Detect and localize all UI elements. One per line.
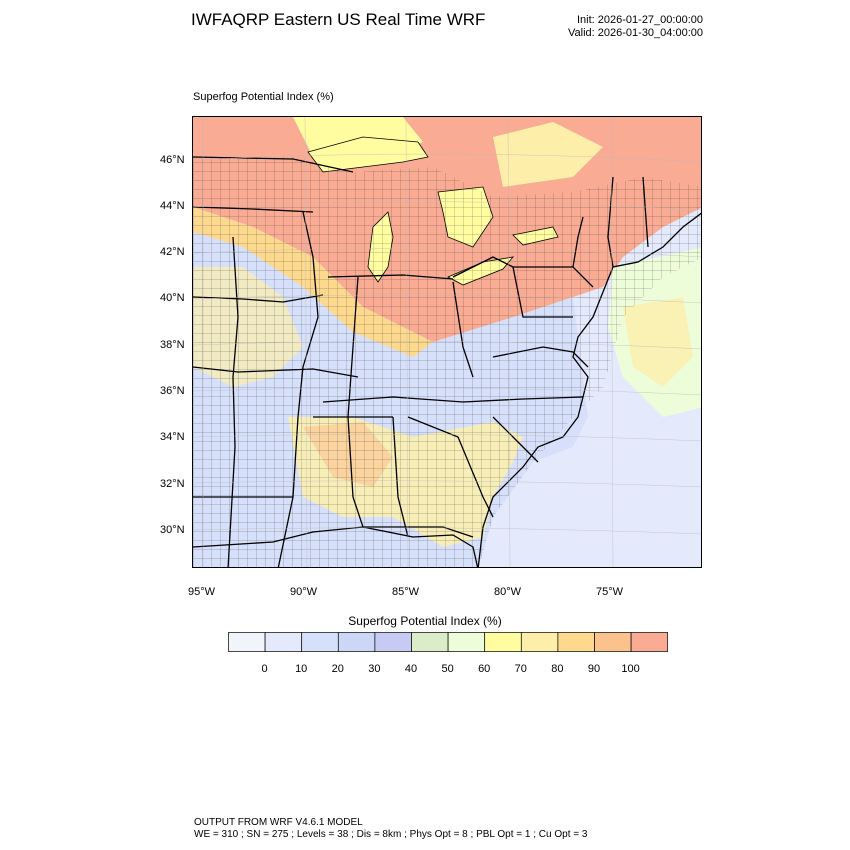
state-boundaries [193, 156, 649, 567]
colorbar-box [557, 632, 595, 652]
lat-label-40n: 40°N [160, 292, 185, 304]
colorbar-label: 90 [587, 663, 601, 675]
colorbar-label: 40 [404, 663, 418, 675]
lon-label-90w: 90°W [290, 586, 318, 598]
colorbar-title: Superfog Potential Index (%) [348, 614, 502, 628]
lon-label-95w: 95°W [188, 586, 216, 598]
map-canvas [193, 117, 701, 567]
lon-label-80w: 80°W [494, 586, 522, 598]
valid-time: Valid: 2026-01-30_04:00:00 [568, 27, 703, 39]
footer-model-params: WE = 310 ; SN = 275 ; Levels = 38 ; Dis … [194, 829, 588, 840]
colorbar-label: 20 [331, 663, 344, 675]
colorbar-box [484, 632, 522, 652]
colorbar-label: 0 [261, 663, 268, 675]
colorbar-label: 30 [368, 663, 381, 675]
canada-yellow-patch-east [493, 122, 603, 187]
colorbar-box [374, 632, 412, 652]
colorbar-box [411, 632, 449, 652]
colorbar-label: 50 [441, 663, 454, 675]
lat-label-46n: 46°N [160, 154, 185, 166]
map-title: IWFAQRP Eastern US Real Time WRF [191, 10, 486, 29]
colorbar-box [630, 632, 668, 652]
colorbar-box [520, 632, 559, 652]
colorbar-box [264, 632, 303, 652]
atlantic-yellow-area [623, 297, 693, 387]
init-time: Init: 2026-01-27_00:00:00 [577, 14, 703, 26]
colorbar-box [594, 632, 632, 652]
colorbar-label: 80 [551, 663, 564, 675]
colorbar-label: 70 [514, 663, 527, 675]
colorbar-label: 10 [295, 663, 308, 675]
lat-label-30n: 30°N [160, 524, 185, 536]
colorbar [228, 632, 668, 652]
graticule-lines [193, 117, 701, 567]
footer-model-info: OUTPUT FROM WRF V4.6.1 MODEL [194, 817, 363, 828]
lon-label-75w: 75°W [596, 586, 624, 598]
colorbar-label: 100 [621, 663, 640, 675]
lon-label-85w: 85°W [392, 586, 420, 598]
field-title: Superfog Potential Index (%) [193, 91, 334, 103]
gulf-coastline [193, 526, 479, 567]
lat-label-32n: 32°N [160, 478, 185, 490]
lat-label-44n: 44°N [160, 200, 185, 212]
colorbar-box [447, 632, 486, 652]
colorbar-box [337, 632, 376, 652]
colorbar-box [228, 632, 266, 652]
atlantic-coastline [477, 212, 701, 567]
lat-label-38n: 38°N [160, 339, 185, 351]
lat-label-42n: 42°N [160, 246, 185, 258]
lat-label-34n: 34°N [160, 431, 185, 443]
colorbar-box [301, 632, 339, 652]
colorbar-label: 60 [478, 663, 491, 675]
lat-label-36n: 36°N [160, 385, 185, 397]
map-frame [192, 116, 702, 568]
